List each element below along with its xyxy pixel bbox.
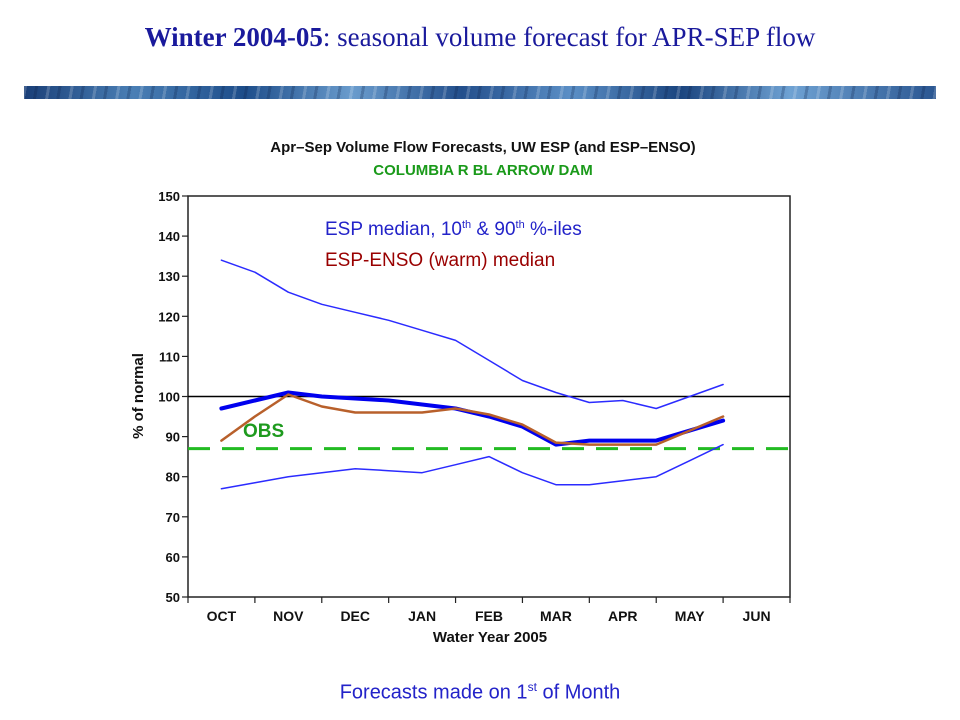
footer-sup: st [527, 680, 537, 694]
y-tick-label: 100 [158, 390, 180, 405]
esp-10th-percentile-line [220, 443, 724, 490]
slide-title: Winter 2004-05: seasonal volume forecast… [0, 22, 960, 53]
legend-esp-text-1: ESP median, 10 [325, 219, 462, 240]
legend-esp-text-2: & 90 [471, 219, 515, 240]
y-tick-label: 60 [166, 550, 180, 565]
legend-esp: ESP median, 10th & 90th %-iles [325, 219, 582, 240]
y-tick-label: 130 [158, 269, 180, 284]
x-tick-label: FEB [475, 608, 503, 624]
x-tick-label: MAY [675, 608, 705, 624]
obs-label: OBS [243, 421, 284, 442]
water-banner-texture [24, 86, 936, 99]
x-tick-label: MAR [540, 608, 572, 624]
y-tick-label: 150 [158, 189, 180, 204]
y-tick-label: 110 [159, 349, 180, 364]
chart-title: Apr–Sep Volume Flow Forecasts, UW ESP (a… [270, 139, 695, 156]
y-tick-label: 120 [158, 309, 180, 324]
x-tick-label: NOV [273, 608, 304, 624]
legend-esp-text-3: %-iles [525, 219, 582, 240]
y-tick-label: 50 [166, 590, 180, 605]
esp-enso-median-line [220, 393, 725, 446]
x-tick-label: JUN [743, 608, 771, 624]
y-tick-label: 70 [166, 510, 180, 525]
chart-text: Apr–Sep Volume Flow Forecasts, UW ESP (a… [130, 139, 696, 646]
chart-subtitle: COLUMBIA R BL ARROW DAM [373, 162, 592, 179]
footer-text-1: Forecasts made on 1 [339, 681, 528, 704]
esp-median-line [219, 390, 726, 447]
esp-90th-percentile-line [220, 259, 724, 410]
chart-series [188, 259, 790, 490]
legend-esp-sup-2: th [516, 219, 525, 231]
water-banner [24, 86, 936, 99]
legend-enso: ESP-ENSO (warm) median [325, 250, 555, 271]
x-tick-label: OCT [207, 608, 237, 624]
y-tick-label: 140 [158, 229, 180, 244]
x-tick-label: DEC [340, 608, 370, 624]
y-tick-label: 80 [166, 470, 180, 485]
x-tick-label: APR [608, 608, 638, 624]
y-tick-label: 90 [166, 430, 180, 445]
x-tick-label: JAN [408, 608, 436, 624]
legend-esp-sup-1: th [462, 219, 471, 231]
slide-title-bold: Winter 2004-05 [144, 22, 323, 52]
slide-title-rest: : seasonal volume forecast for APR-SEP f… [322, 22, 816, 52]
x-axis-label: Water Year 2005 [433, 629, 547, 646]
footer-note: Forecasts made on 1st of Month [0, 680, 960, 705]
footer-text-2: of Month [536, 681, 621, 704]
y-axis-label: % of normal [130, 353, 147, 439]
